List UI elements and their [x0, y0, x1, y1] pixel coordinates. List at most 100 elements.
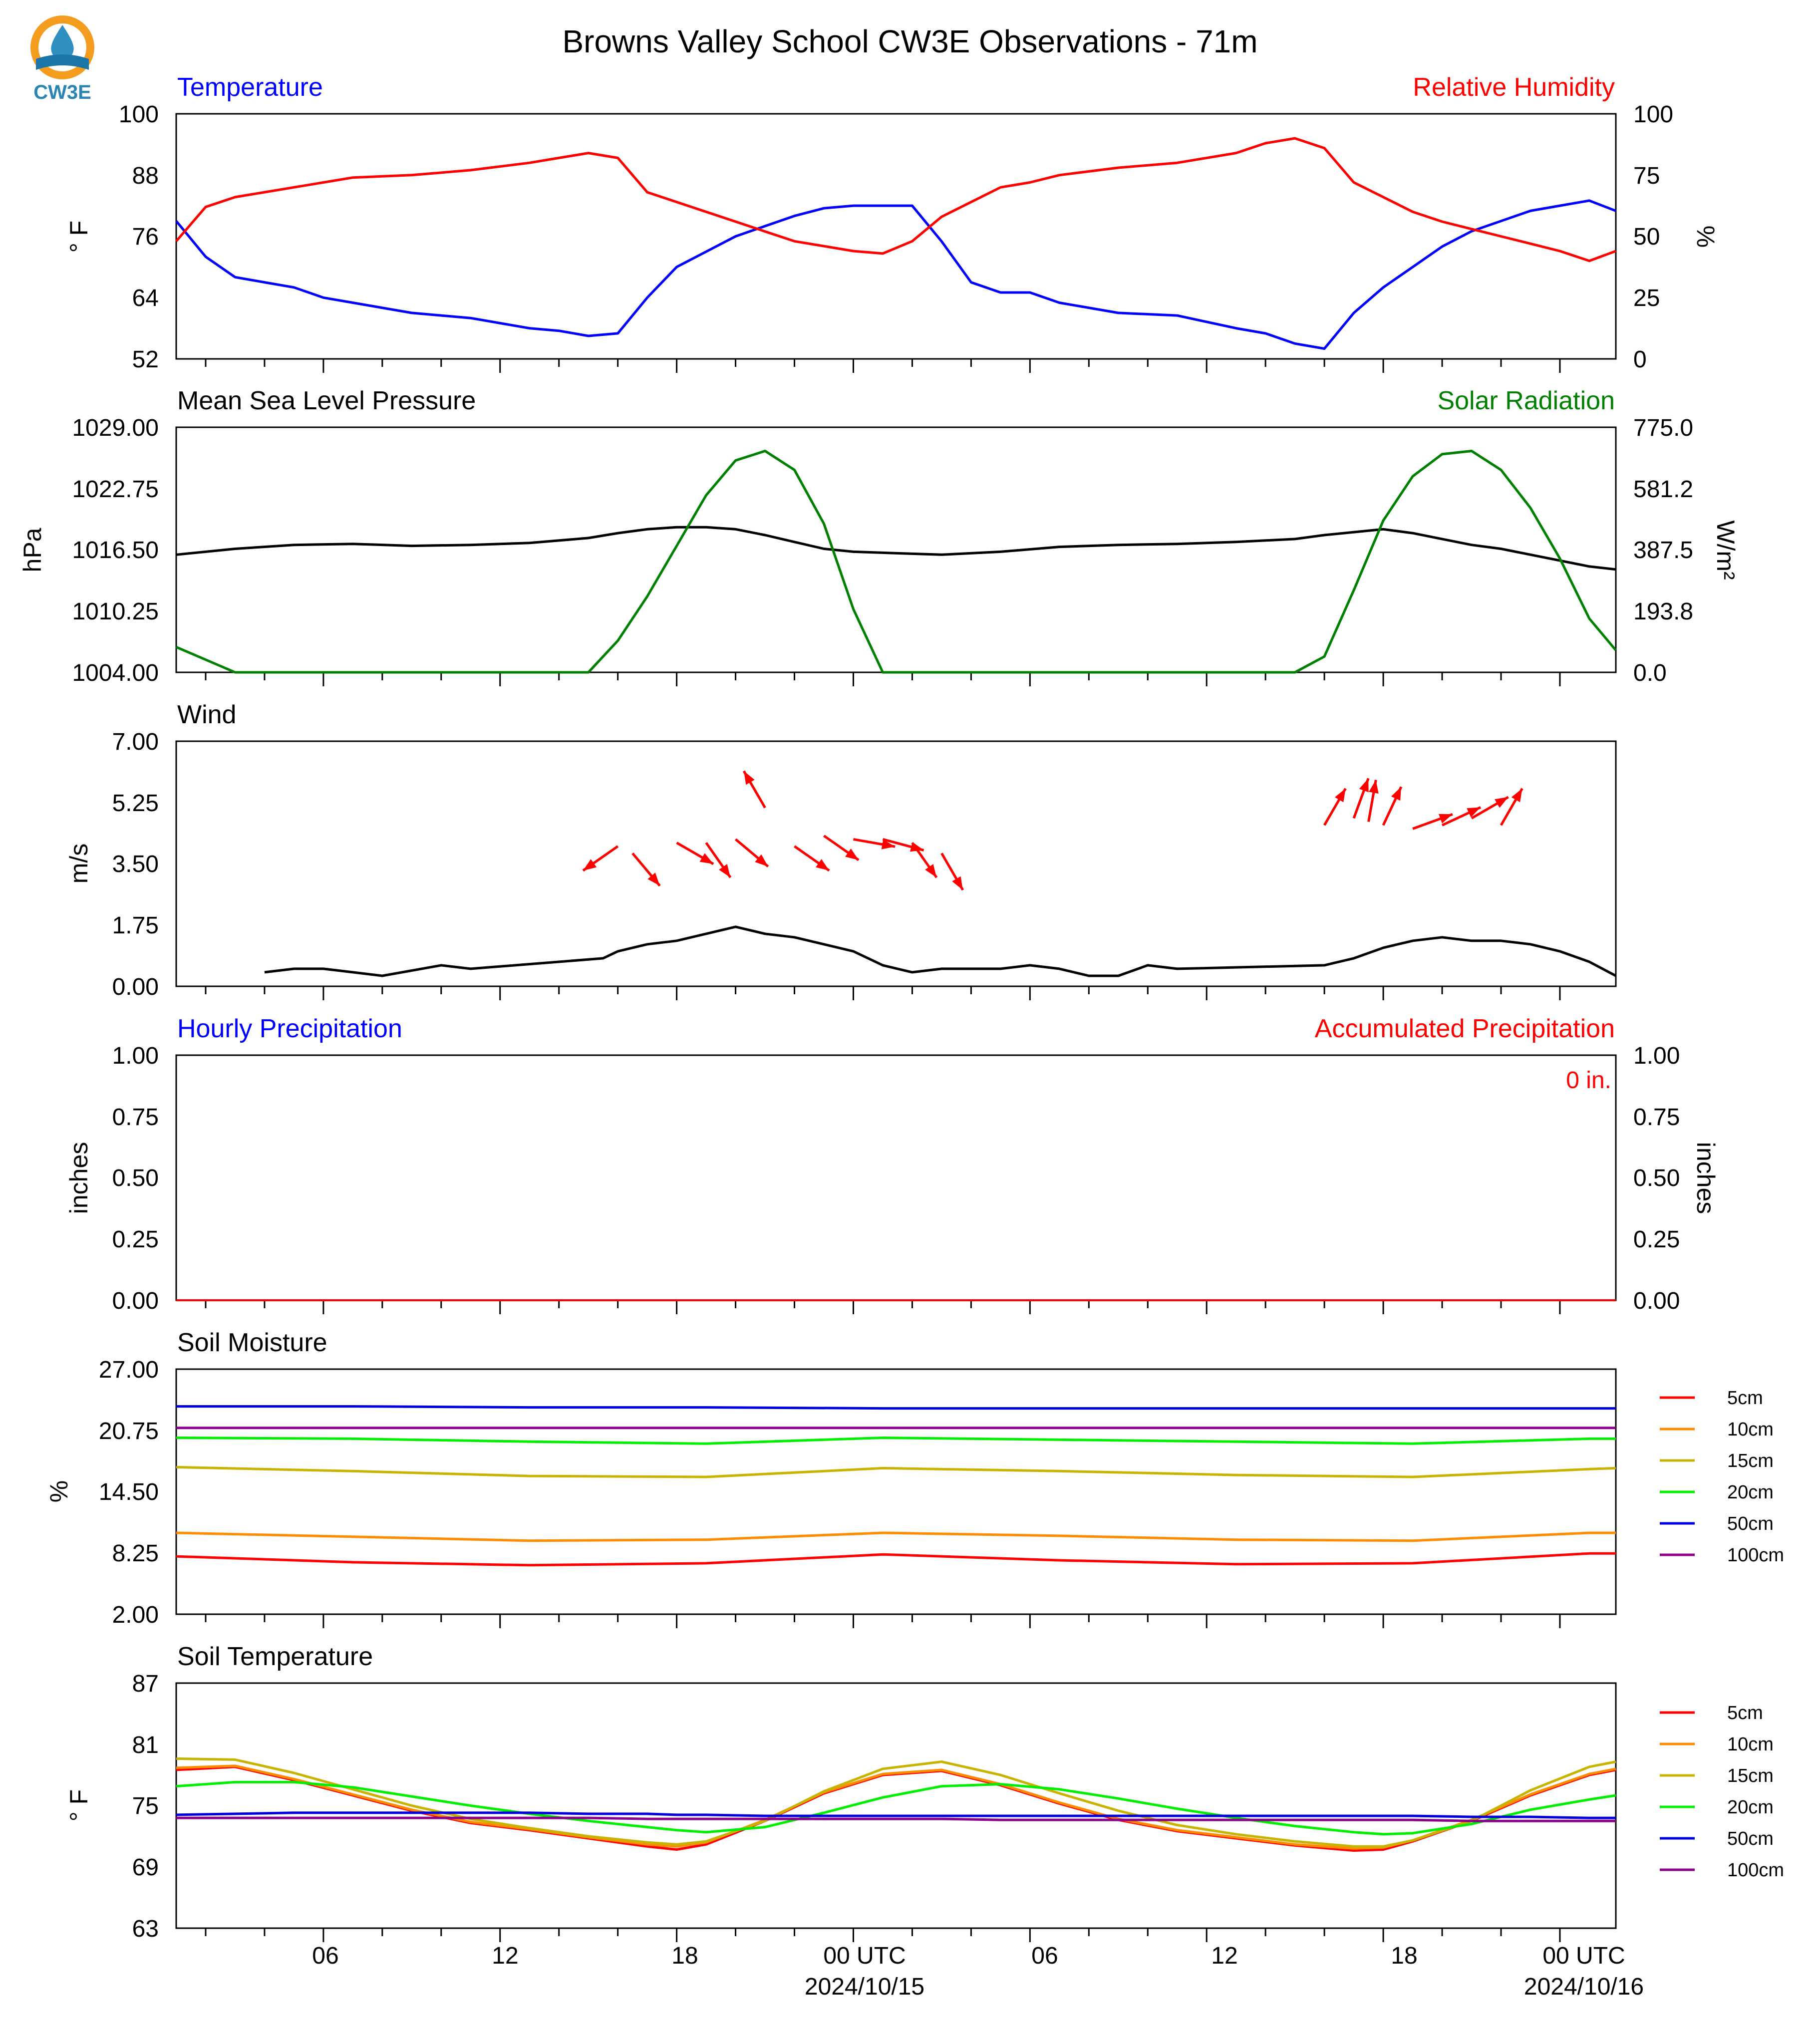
wind-vector-head	[719, 864, 731, 877]
series-line-100cm	[176, 1816, 1616, 1822]
precip-tick: 0.25	[1633, 1226, 1680, 1253]
x-tick-label: 18	[1391, 1943, 1417, 1969]
pressure-ylabel: hPa	[18, 528, 46, 572]
solar-title: Solar Radiation	[1437, 386, 1615, 415]
pressure-solar-frame	[175, 426, 1617, 673]
legend-label: 100cm	[1727, 1545, 1784, 1566]
x-tick-label: 06	[1031, 1943, 1058, 1969]
st-tick: 75	[132, 1793, 159, 1819]
panel-soil-moisture: Soil Moisture 2.00 8.25 14.50 20.75 27.0…	[45, 1328, 1784, 1628]
precip-tick: 0.50	[112, 1165, 159, 1191]
rh-tick: 25	[1633, 285, 1660, 311]
x-axis-labels: 06 12 18 00 UTC 06 12 18 00 UTC 2024/10/…	[312, 1943, 1644, 2000]
solar-tick: 387.5	[1633, 537, 1693, 564]
soil-moisture-frame	[175, 1368, 1617, 1615]
temp-tick: 100	[119, 101, 159, 128]
series-line-5cm	[176, 1765, 1616, 1852]
wind-vector-head	[845, 849, 859, 861]
soil-temp-ylabel: ° F	[65, 1789, 93, 1821]
temperature-title: Temperature	[177, 73, 323, 102]
wind-vector-head	[816, 859, 830, 871]
wind-vector-head	[755, 854, 768, 867]
panel-temp-rh: Temperature Relative Humidity 52 64 76 8…	[65, 73, 1720, 373]
wind-x-ticks	[205, 986, 1561, 1000]
solar-tick: 775.0	[1633, 415, 1693, 441]
pressure-tick: 1022.75	[72, 476, 159, 503]
sm-tick: 2.00	[112, 1602, 159, 1628]
precip-tick: 0.00	[1633, 1288, 1680, 1314]
hourly-precip-title: Hourly Precipitation	[177, 1014, 402, 1043]
wind-vector-head	[925, 864, 937, 877]
precip-frame	[175, 1054, 1617, 1301]
date-label: 2024/10/16	[1524, 1974, 1644, 2000]
sm-tick: 27.00	[99, 1357, 159, 1383]
soil-temp-title: Soil Temperature	[177, 1642, 373, 1671]
panel-pressure-solar: Mean Sea Level Pressure Solar Radiation …	[18, 386, 1740, 686]
date-label: 2024/10/15	[805, 1974, 924, 2000]
precip-tick: 0.75	[1633, 1104, 1680, 1131]
soil-temp-x-ticks	[205, 1928, 1561, 1942]
wind-vector-head	[1369, 780, 1379, 794]
wind-tick: 0.00	[112, 974, 159, 1000]
sm-tick: 14.50	[99, 1479, 159, 1505]
precip-right-ylabel: inches	[1692, 1142, 1720, 1214]
relative-humidity-line	[175, 137, 1616, 263]
legend-label: 20cm	[1727, 1797, 1774, 1818]
legend-label: 100cm	[1727, 1860, 1784, 1881]
temp-y-ticks: 52 64 76 88 100	[119, 101, 159, 373]
wind-tick: 3.50	[112, 851, 159, 877]
solar-ylabel: W/m²	[1712, 520, 1740, 579]
wind-vector-head	[881, 839, 896, 850]
soil-temp-y-ticks: 63 69 75 81 87	[132, 1671, 159, 1942]
wind-title: Wind	[177, 700, 236, 729]
precip-tick: 0.75	[112, 1104, 159, 1131]
precip-tick: 1.00	[112, 1043, 159, 1069]
cw3e-logo: CW3E	[30, 15, 94, 103]
pressure-y-ticks: 1004.00 1010.25 1016.50 1022.75 1029.00	[72, 415, 159, 686]
rh-y-ticks: 0 25 50 75 100	[1633, 101, 1673, 373]
wind-tick: 5.25	[112, 790, 159, 817]
x-tick-label: 12	[492, 1943, 518, 1969]
temperature-line	[175, 199, 1616, 350]
wind-ylabel: m/s	[65, 844, 93, 884]
precip-right-ticks: 0.00 0.25 0.50 0.75 1.00	[1633, 1043, 1680, 1314]
legend-label: 50cm	[1727, 1828, 1774, 1849]
rh-tick: 100	[1633, 101, 1673, 128]
x-tick-label: 12	[1211, 1943, 1237, 1969]
st-tick: 81	[132, 1732, 159, 1758]
panel-soil-temp: Soil Temperature 63 69 75 81 87 ° F 5cm …	[65, 1642, 1784, 1942]
pressure-line	[176, 526, 1616, 571]
rh-title: Relative Humidity	[1413, 73, 1615, 102]
series-line-50cm	[176, 1405, 1616, 1410]
panel-wind: Wind 0.00 1.75 3.50 5.25 7.00 m/s	[65, 700, 1617, 1000]
logo-text: CW3E	[33, 81, 91, 103]
soil-moisture-lines	[176, 1405, 1616, 1567]
legend-label: 15cm	[1727, 1450, 1774, 1471]
series-line-50cm	[176, 1811, 1616, 1819]
legend-label: 10cm	[1727, 1734, 1774, 1755]
panel-precip: Hourly Precipitation Accumulated Precipi…	[65, 1014, 1720, 1314]
soil-moisture-title: Soil Moisture	[177, 1328, 327, 1357]
temp-tick: 88	[132, 163, 159, 189]
series-line-20cm	[176, 1437, 1616, 1445]
soil-moisture-legend: 5cm 10cm 15cm 20cm 50cm 100cm	[1660, 1388, 1784, 1566]
solar-y-ticks: 0.0 193.8 387.5 581.2 775.0	[1633, 415, 1693, 686]
temp-ylabel: ° F	[65, 221, 93, 253]
pressure-title: Mean Sea Level Pressure	[177, 386, 476, 415]
wind-vectors	[582, 770, 1523, 891]
wind-vector-head	[952, 876, 963, 890]
legend-label: 5cm	[1727, 1388, 1763, 1409]
solar-tick: 581.2	[1633, 476, 1693, 503]
series-line-10cm	[176, 1764, 1616, 1850]
wind-vector-head	[1359, 778, 1369, 793]
rh-ylabel: %	[1692, 226, 1720, 248]
x-tick-label: 18	[671, 1943, 698, 1969]
sm-tick: 20.75	[99, 1418, 159, 1445]
x-tick-label: 00 UTC	[823, 1943, 906, 1969]
wind-vector-head	[1439, 814, 1453, 824]
wind-vector-head	[1511, 788, 1522, 803]
soil-moisture-ylabel: %	[45, 1480, 73, 1502]
solar-tick: 0.0	[1633, 660, 1667, 686]
